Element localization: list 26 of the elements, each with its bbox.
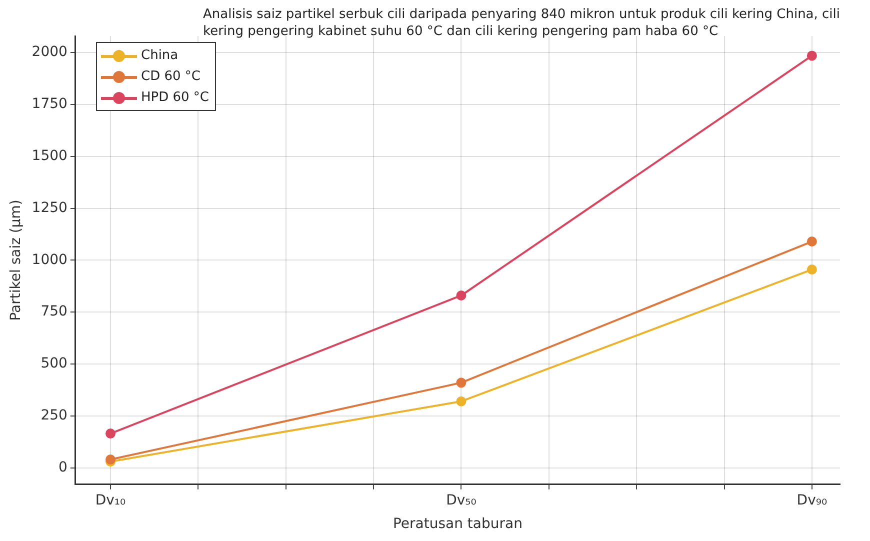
legend-label: CD 60 °C — [141, 69, 200, 84]
y-tick-label: 500 — [40, 356, 68, 372]
x-axis-title: Peratusan taburan — [392, 516, 522, 532]
chart-title: Analisis saiz partikel serbuk cili daripada penyaring 840 mikron untuk produk cili kering China, cili kering pengering kabinet suhu 60 °C dan cili kering pengering pam haba 60 °C — [203, 6, 842, 40]
point — [806, 50, 817, 61]
y-tick-label: 1500 — [32, 148, 68, 164]
y-axis-title: Partikel saiz (µm) — [8, 200, 24, 321]
x-tick-label: Dv₉₀ — [796, 492, 828, 508]
point — [806, 264, 817, 275]
point — [456, 378, 466, 388]
x-tick-label: Dv₁₀ — [95, 492, 126, 508]
legend-label: HPD 60 °C — [141, 90, 210, 105]
legend-label: China — [141, 48, 178, 63]
point — [456, 290, 466, 300]
y-tick-label: 250 — [40, 408, 68, 424]
point — [106, 454, 116, 464]
y-tick-label: 1250 — [32, 200, 68, 216]
point — [106, 428, 116, 439]
point — [456, 396, 466, 406]
y-tick-label: 1000 — [32, 252, 68, 268]
y-tick-label: 750 — [40, 304, 68, 320]
y-tick-label: 1750 — [32, 96, 68, 112]
point — [806, 236, 817, 247]
y-tick-label: 0 — [58, 459, 68, 476]
y-tick-label: 2000 — [32, 44, 68, 60]
x-tick-label: Dv₅₀ — [446, 492, 477, 508]
